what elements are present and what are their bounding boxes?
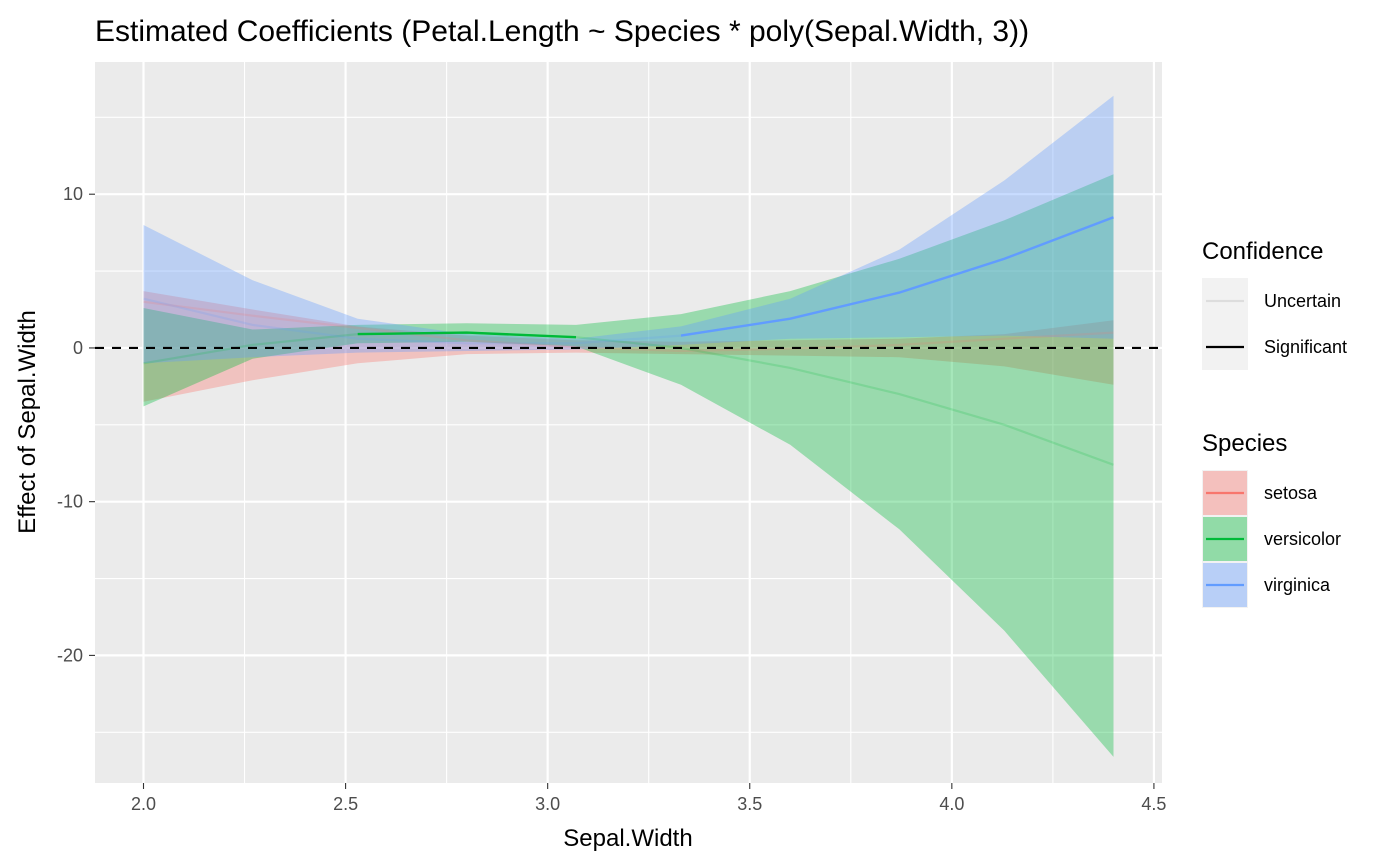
legend-label-setosa: setosa — [1264, 483, 1318, 503]
uncertain-line-versicolor — [143, 331, 1114, 466]
legend-label-uncertain: Uncertain — [1264, 291, 1341, 311]
x-tick-label: 4.5 — [1141, 794, 1166, 814]
x-tick-label: 3.0 — [535, 794, 560, 814]
x-tick-label: 4.0 — [939, 794, 964, 814]
legend-label-virginica: virginica — [1264, 575, 1331, 595]
confidence-ribbons — [143, 95, 1114, 757]
ribbon-versicolor — [143, 174, 1114, 757]
species-legend-title: Species — [1202, 430, 1287, 457]
coefficient-lines — [143, 216, 1114, 466]
y-tick-label: -20 — [57, 645, 83, 665]
y-axis-title: Effect of Sepal.Width — [14, 310, 41, 534]
x-axis-ticks: 2.0 2.5 3.0 3.5 4.0 4.5 — [131, 783, 1166, 814]
legend-label-significant: Significant — [1264, 337, 1347, 357]
x-axis-title: Sepal.Width — [563, 825, 692, 852]
plot-panel — [95, 62, 1162, 783]
x-tick-label: 3.5 — [737, 794, 762, 814]
ribbon-setosa — [143, 291, 1114, 402]
significant-line-virginica — [680, 216, 1114, 337]
legend-label-versicolor: versicolor — [1264, 529, 1341, 549]
uncertain-line-setosa — [143, 300, 1114, 353]
legends: Confidence Uncertain Significant Species set… — [1202, 238, 1347, 608]
confidence-legend-title: Confidence — [1202, 238, 1323, 265]
gridlines — [95, 62, 1162, 783]
chart-title: Estimated Coefficients (Petal.Length ~ S… — [95, 15, 1029, 48]
y-axis-ticks: 10 0 -10 -20 — [57, 184, 95, 665]
x-tick-label: 2.0 — [131, 794, 156, 814]
y-tick-label: -10 — [57, 492, 83, 512]
y-tick-label: 10 — [63, 184, 83, 204]
y-tick-label: 0 — [73, 338, 83, 358]
significant-line-versicolor — [357, 331, 577, 339]
x-tick-label: 2.5 — [333, 794, 358, 814]
ribbon-virginica — [143, 95, 1114, 364]
